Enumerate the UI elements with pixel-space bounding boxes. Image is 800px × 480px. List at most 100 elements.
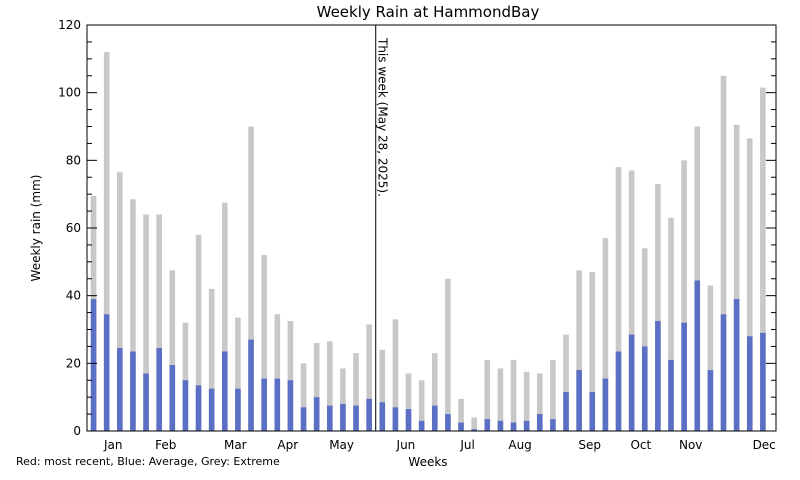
average-bar xyxy=(576,370,582,431)
month-label: Nov xyxy=(679,438,702,452)
extreme-bar xyxy=(589,271,596,431)
extreme-bar xyxy=(563,334,569,431)
average-bar xyxy=(156,348,162,431)
average-bar xyxy=(392,407,399,431)
average-bar xyxy=(379,402,386,431)
average-bar xyxy=(117,348,123,431)
extreme-bar xyxy=(484,359,491,431)
extreme-bar xyxy=(641,248,648,431)
average-bar xyxy=(760,332,766,431)
average-bar xyxy=(340,403,346,431)
extreme-bar xyxy=(287,321,294,431)
month-label: Oct xyxy=(630,438,651,452)
extreme-bar xyxy=(523,371,530,431)
extreme-bar xyxy=(130,199,136,431)
average-bar xyxy=(484,419,491,431)
extreme-bar xyxy=(668,217,674,431)
average-bar xyxy=(169,365,176,431)
y-tick-label: 40 xyxy=(66,289,81,303)
extreme-bar xyxy=(405,373,412,431)
extreme-bar xyxy=(208,288,215,431)
extreme-bar xyxy=(326,341,333,431)
month-label: Mar xyxy=(224,438,247,452)
average-bar xyxy=(628,334,635,431)
extreme-bar xyxy=(353,353,359,431)
extreme-bar xyxy=(248,126,254,431)
extreme-bar xyxy=(195,234,202,431)
extreme-bar xyxy=(156,214,162,431)
extreme-bar xyxy=(313,343,320,431)
extreme-bar xyxy=(182,322,189,431)
extreme-bar xyxy=(458,398,464,431)
chart-title: Weekly Rain at HammondBay xyxy=(317,3,540,21)
extreme-bar xyxy=(471,417,477,431)
average-bar xyxy=(248,339,254,431)
extreme-bar xyxy=(720,75,727,431)
extreme-bar xyxy=(628,170,635,431)
average-bar xyxy=(602,378,609,431)
extreme-bar xyxy=(235,317,241,431)
average-bar xyxy=(300,407,307,431)
y-tick-label: 60 xyxy=(66,221,81,235)
extreme-bar xyxy=(576,270,582,431)
average-bar xyxy=(550,419,556,431)
average-bar xyxy=(195,385,202,431)
extreme-bar xyxy=(117,172,123,432)
extreme-bar xyxy=(746,138,753,431)
extreme-bar xyxy=(497,368,504,431)
extreme-bar xyxy=(681,160,687,432)
y-tick-label: 100 xyxy=(58,86,81,100)
average-bar xyxy=(615,351,622,431)
extreme-bar xyxy=(615,167,622,431)
month-label: Feb xyxy=(155,438,176,452)
month-label: Apr xyxy=(277,438,298,452)
average-bar xyxy=(353,405,359,431)
extreme-bar xyxy=(536,373,543,431)
average-bar xyxy=(222,351,228,431)
average-bar xyxy=(366,398,372,431)
average-bar xyxy=(720,314,727,431)
average-bar xyxy=(471,429,477,431)
average-bar xyxy=(274,378,281,431)
average-bar xyxy=(90,299,97,431)
extreme-bar xyxy=(602,238,609,431)
average-bar xyxy=(707,370,714,431)
average-bar xyxy=(418,420,425,431)
month-label: Aug xyxy=(508,438,531,452)
extreme-bar xyxy=(103,52,110,432)
extreme-bar xyxy=(274,314,281,431)
month-label: Jan xyxy=(103,438,123,452)
average-bar xyxy=(313,397,320,431)
average-bar xyxy=(641,346,648,431)
extreme-bar xyxy=(379,349,386,431)
average-bar xyxy=(143,373,149,431)
average-bar xyxy=(458,422,464,431)
average-bar xyxy=(497,420,504,431)
average-bar xyxy=(130,351,136,431)
average-bar xyxy=(208,388,215,431)
average-bar xyxy=(326,405,333,431)
month-label: Jul xyxy=(459,438,474,452)
extreme-bar xyxy=(655,184,661,431)
average-bar xyxy=(668,359,674,431)
y-axis-label: Weekly rain (mm) xyxy=(29,175,43,282)
average-bar xyxy=(261,378,267,431)
x-axis-label: Weeks xyxy=(408,455,447,469)
average-bar xyxy=(287,380,294,431)
average-bar xyxy=(536,414,543,431)
extreme-bar xyxy=(445,278,451,431)
y-tick-label: 120 xyxy=(58,18,81,32)
month-label: Jun xyxy=(396,438,416,452)
average-bar xyxy=(103,314,110,431)
average-bar xyxy=(563,392,569,431)
extreme-bar xyxy=(340,368,346,431)
average-bar xyxy=(405,409,412,431)
extreme-bar xyxy=(707,285,714,431)
extreme-bar xyxy=(431,353,438,431)
extreme-bar xyxy=(143,214,149,431)
average-bar xyxy=(445,414,451,431)
extreme-bar xyxy=(392,319,399,431)
average-bar xyxy=(655,321,661,431)
average-bar xyxy=(694,280,701,431)
